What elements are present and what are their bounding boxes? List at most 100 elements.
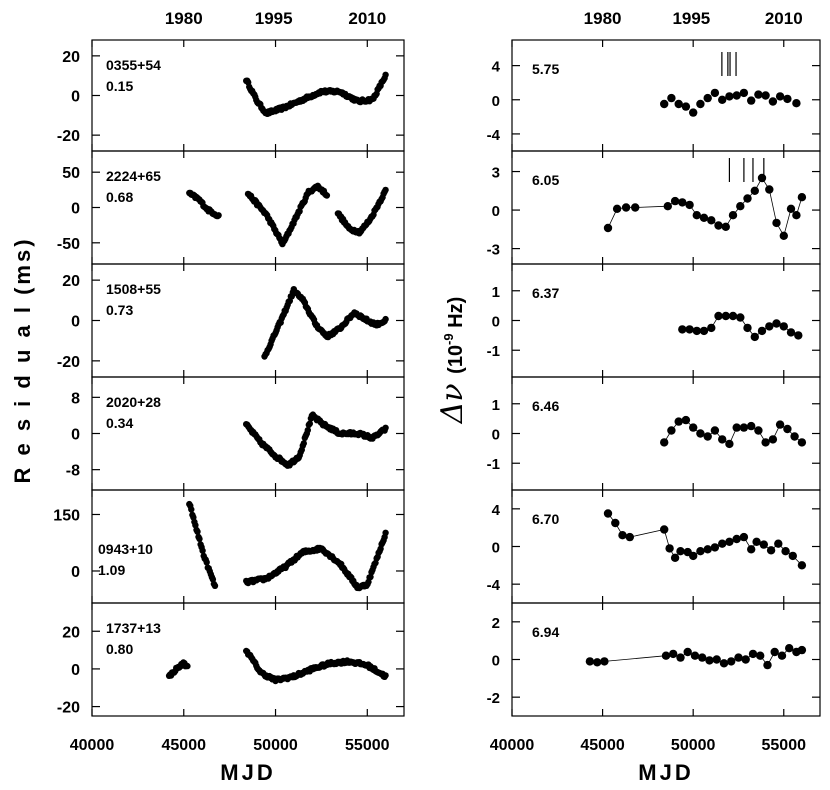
freq-marker [770,647,779,657]
freq-point [754,426,763,435]
freq-marker [678,198,687,207]
y-tick-label: -1 [487,456,500,473]
freq-marker [754,90,763,99]
left-residual-column: 20 0 -20 0355+54 0.15 50 0 -50 2224+65 0.68 20 0 -20… [53,9,405,785]
freq-point [678,325,687,334]
freq-panel-1: 4 0 -4 5.75 [487,39,821,152]
freq-marker [790,432,799,441]
freq-point [797,645,807,655]
freq-point [718,95,727,105]
freq-point [756,651,765,660]
freq-marker [600,657,609,666]
freq-point [660,99,669,109]
freq-marker [750,332,759,342]
freq-point [670,196,680,206]
freq-marker [670,196,680,206]
pulsar-name: 0943+10 [98,541,153,557]
freq-marker [660,438,669,447]
freq-point [667,426,676,435]
freq-marker [759,540,768,549]
freq-marker [748,649,758,659]
freq-point [689,108,698,117]
freq-marker [763,660,772,670]
freq-point [747,96,756,105]
freq-point [665,544,674,553]
residual-point [382,529,389,536]
y-tick-label: -1 [487,343,500,360]
freq-marker [585,657,595,666]
y-tick-label: 150 [53,507,80,524]
freq-marker [794,331,803,340]
x-tick-label: 55000 [345,737,390,754]
freq-point [743,194,752,203]
residual-segment-2 [244,182,331,248]
freq-point [676,653,685,662]
freq-marker [772,319,781,328]
y-tick-label: 0 [492,540,500,557]
freq-point [703,93,712,103]
freq-marker [756,651,765,660]
residual-point [211,582,219,589]
year-label: 2010 [348,9,386,28]
panel-label: 6.94 [532,624,559,640]
freq-point [603,509,613,518]
freq-marker [754,426,763,435]
freq-point [714,221,723,230]
freq-panel-5: 4 0 -4 6.70 [487,489,821,604]
freq-marker [703,93,712,103]
freq-panel-6: 2 0 -2 6.94 [487,602,821,717]
year-label: 1980 [584,9,622,28]
panel-label: 5.75 [532,61,559,77]
freq-point [685,325,694,334]
residual-point [323,192,331,199]
residual-point [192,522,199,529]
freq-point [728,311,738,321]
freq-marker [692,211,701,220]
y-tick-label: 1 [492,397,500,414]
freq-marker [768,435,778,444]
freq-point [681,415,691,425]
freq-marker [725,439,734,449]
y-tick-label: -20 [57,354,80,371]
freq-point [752,537,761,546]
freq-marker [710,88,720,98]
freq-marker [699,326,709,336]
y-tick-label: -20 [57,700,80,717]
residual-panel-2: 50 0 -50 2224+65 0.68 [57,150,405,265]
pulsar-value: 0.15 [106,78,133,94]
freq-marker [676,547,685,556]
freq-point [719,659,729,668]
freq-marker [603,509,613,518]
freq-marker [750,186,759,195]
freq-point [761,91,770,100]
freq-point [696,547,705,556]
freq-marker [736,313,745,322]
freq-marker [698,653,707,662]
freq-marker [669,649,678,659]
freq-marker [765,322,774,331]
residual-segment-1 [261,286,389,360]
freq-marker [774,539,783,548]
freq-marker [670,553,680,562]
freq-point [750,332,759,342]
y-tick-label: 20 [62,273,80,290]
x-tick-label: 40000 [490,737,535,754]
freq-marker [667,93,676,103]
freq-marker [703,432,712,441]
freq-point [777,651,787,660]
freq-marker [721,311,730,321]
freq-marker [676,653,685,662]
freq-point [612,204,622,213]
freq-point [786,328,796,337]
panel-label: 6.05 [532,172,559,188]
freq-marker [625,532,634,542]
freq-point [788,551,797,561]
freq-point [797,193,807,202]
x-axis-label: MJD [220,760,275,785]
freq-marker [779,231,788,240]
freq-marker [665,544,674,553]
y-tick-label: 1 [492,284,500,301]
freq-marker [786,328,796,337]
right-frequency-column: 4 0 -4 5.75 3 0 -3 6.05 1 0 -1 6.37 1 0 -1 6.46 4 0 -4 6.70… [487,9,821,785]
freq-point [699,326,709,336]
